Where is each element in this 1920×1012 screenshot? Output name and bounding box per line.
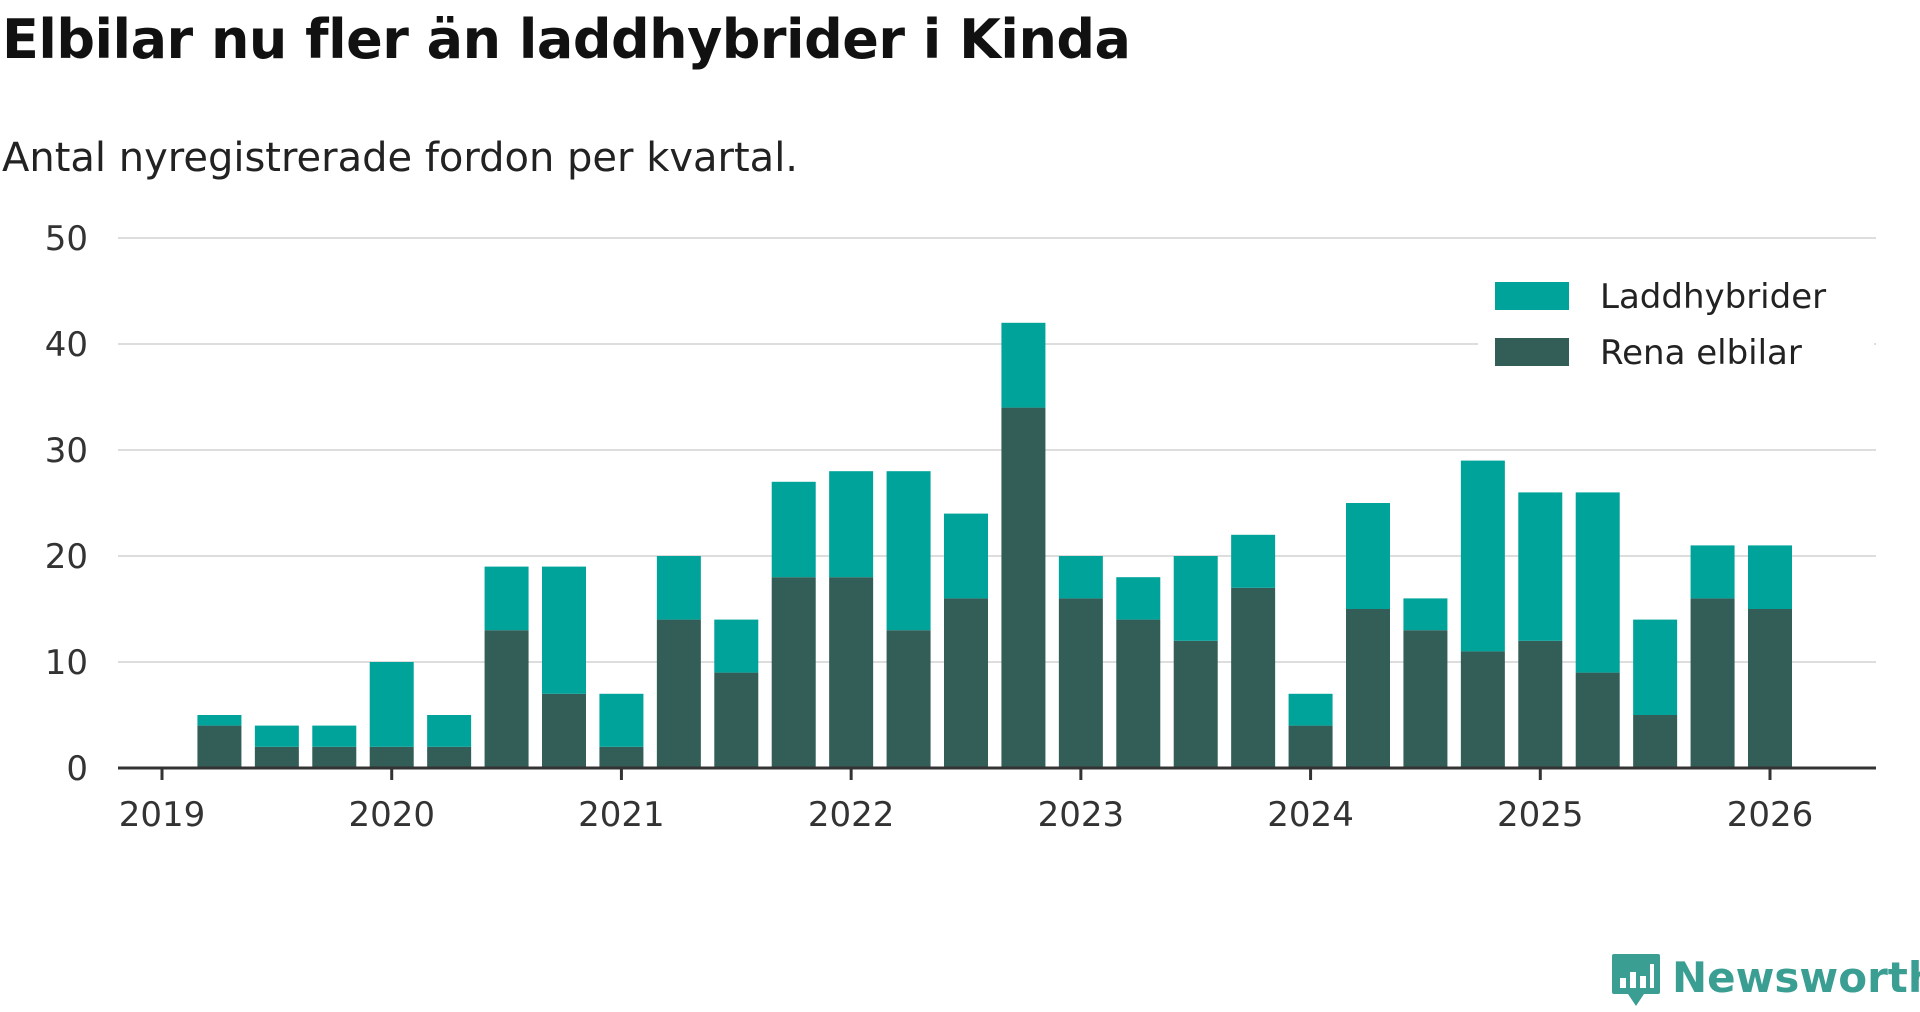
- bar-laddhybrider-25: [1633, 619, 1678, 715]
- bar-rena-elbilar-7: [599, 746, 644, 768]
- x-tick-label-2020: 2020: [348, 795, 435, 835]
- bar-laddhybrider-5: [484, 566, 529, 631]
- bar-rena-elbilar-18: [1231, 587, 1276, 768]
- x-axis: 2019 2020 2021 2022 2023 2024 2025 2026: [118, 766, 1876, 835]
- y-tick-label-0: 0: [66, 749, 88, 789]
- bar-rena-elbilar-5: [484, 630, 529, 768]
- bar-laddhybrider-24: [1575, 492, 1620, 673]
- y-axis-ticks: 0 10 20 30 40 50: [45, 219, 88, 789]
- bar-laddhybrider-10: [771, 481, 816, 578]
- legend-label-laddhybrider: Laddhybrider: [1600, 277, 1826, 317]
- chart-title: Elbilar nu fler än laddhybrider i Kinda: [2, 8, 1131, 71]
- y-tick-label-20: 20: [45, 537, 88, 577]
- bar-rena-elbilar-16: [1116, 619, 1161, 768]
- bar-rena-elbilar-4: [427, 746, 472, 768]
- bar-rena-elbilar-23: [1518, 640, 1563, 768]
- bar-rena-elbilar-22: [1460, 651, 1505, 768]
- bar-laddhybrider-27: [1748, 545, 1792, 609]
- bars: [197, 322, 1792, 768]
- legend: Laddhybrider Rena elbilar: [1478, 264, 1874, 378]
- bar-laddhybrider-16: [1116, 577, 1161, 620]
- bar-laddhybrider-23: [1518, 492, 1563, 641]
- bar-laddhybrider-14: [1001, 322, 1046, 408]
- newsworthy-logo-icon: [1612, 954, 1660, 1006]
- bar-rena-elbilar-17: [1173, 640, 1218, 768]
- bar-laddhybrider-22: [1460, 460, 1505, 652]
- bar-rena-elbilar-24: [1575, 672, 1620, 768]
- bar-laddhybrider-8: [656, 556, 701, 620]
- x-tick-label-2024: 2024: [1267, 795, 1354, 835]
- bar-rena-elbilar-10: [771, 577, 816, 768]
- bar-laddhybrider-18: [1231, 534, 1276, 588]
- bar-rena-elbilar-0: [197, 725, 242, 768]
- bar-laddhybrider-0: [197, 715, 242, 726]
- bar-laddhybrider-21: [1403, 598, 1448, 631]
- bar-laddhybrider-6: [542, 566, 586, 694]
- bar-laddhybrider-20: [1346, 503, 1390, 609]
- bar-rena-elbilar-2: [312, 746, 357, 768]
- bar-laddhybrider-3: [369, 662, 414, 747]
- x-tick-label-2025: 2025: [1497, 795, 1584, 835]
- bar-rena-elbilar-9: [714, 672, 759, 768]
- bar-laddhybrider-9: [714, 619, 759, 673]
- x-tick-label-2026: 2026: [1727, 795, 1814, 835]
- bar-laddhybrider-15: [1058, 556, 1103, 599]
- bar-rena-elbilar-13: [944, 598, 988, 768]
- bar-rena-elbilar-27: [1748, 609, 1792, 768]
- bar-rena-elbilar-3: [369, 746, 414, 768]
- brand-name: Newsworthy: [1672, 953, 1920, 1002]
- bar-rena-elbilar-1: [254, 746, 299, 768]
- bar-laddhybrider-13: [944, 513, 988, 599]
- bar-rena-elbilar-11: [829, 577, 874, 768]
- bar-rena-elbilar-19: [1288, 725, 1333, 768]
- bar-laddhybrider-11: [829, 471, 874, 578]
- bar-rena-elbilar-20: [1346, 609, 1390, 768]
- bar-rena-elbilar-26: [1690, 598, 1735, 768]
- legend-label-rena-elbilar: Rena elbilar: [1600, 333, 1802, 373]
- x-tick-label-2022: 2022: [808, 795, 895, 835]
- bar-laddhybrider-17: [1173, 556, 1218, 641]
- x-tick-label-2019: 2019: [119, 795, 206, 835]
- bar-laddhybrider-2: [312, 725, 357, 747]
- legend-swatch-laddhybrider: [1495, 282, 1569, 310]
- y-tick-label-40: 40: [45, 325, 88, 365]
- bar-rena-elbilar-25: [1633, 715, 1678, 768]
- bar-rena-elbilar-15: [1058, 598, 1103, 768]
- bar-rena-elbilar-8: [656, 619, 701, 768]
- bar-laddhybrider-4: [427, 715, 472, 747]
- chart-subtitle: Antal nyregistrerade fordon per kvartal.: [2, 135, 799, 181]
- bar-rena-elbilar-6: [542, 693, 586, 768]
- x-tick-label-2021: 2021: [578, 795, 665, 835]
- y-tick-label-50: 50: [45, 219, 88, 259]
- legend-swatch-rena-elbilar: [1495, 338, 1569, 366]
- y-tick-label-30: 30: [45, 431, 88, 471]
- y-tick-label-10: 10: [45, 643, 88, 683]
- newsworthy-logo: Newsworthy: [1610, 948, 1920, 1012]
- bar-rena-elbilar-14: [1001, 407, 1046, 768]
- bar-laddhybrider-1: [254, 725, 299, 747]
- bar-laddhybrider-26: [1690, 545, 1735, 599]
- bar-rena-elbilar-12: [886, 630, 931, 768]
- bar-laddhybrider-12: [886, 471, 931, 631]
- x-tick-label-2023: 2023: [1038, 795, 1125, 835]
- bar-laddhybrider-7: [599, 693, 644, 747]
- bar-laddhybrider-19: [1288, 693, 1333, 726]
- bar-rena-elbilar-21: [1403, 630, 1448, 768]
